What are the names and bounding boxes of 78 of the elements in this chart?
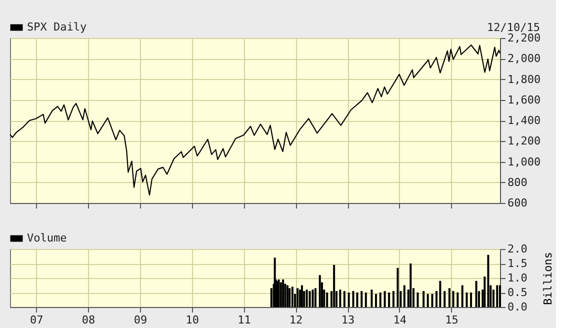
bar	[466, 292, 468, 307]
bar	[492, 290, 494, 307]
bar	[296, 288, 299, 307]
bar	[475, 280, 478, 307]
y-tick-label: 1,000	[508, 155, 541, 168]
bar	[410, 264, 412, 307]
bar	[379, 292, 382, 307]
bar	[339, 290, 342, 307]
y-tick-label: 2,000	[508, 52, 541, 66]
y-tick-label: 2,200	[508, 32, 541, 44]
bar	[452, 291, 454, 307]
bar	[360, 291, 363, 307]
bar	[288, 288, 291, 307]
bar	[280, 282, 282, 307]
y-axis-title: Billions	[541, 252, 554, 305]
y-tick-label: 0.5	[508, 286, 528, 299]
y-tick-label: 0.0	[508, 300, 528, 314]
bar	[439, 280, 442, 307]
bar	[496, 285, 498, 307]
y-tick-label: 1,400	[508, 114, 541, 127]
bar	[306, 290, 308, 307]
bar	[333, 264, 336, 307]
bar	[282, 279, 284, 307]
bar	[356, 292, 358, 307]
bar	[326, 292, 328, 307]
x-tick-label: 07	[30, 314, 44, 326]
y-tick-label: 1,600	[508, 93, 541, 106]
bar	[384, 291, 386, 307]
bar	[318, 275, 321, 307]
text: 12/10/15	[487, 21, 540, 34]
bar	[431, 294, 434, 307]
bar	[312, 290, 314, 307]
x-tick-label: 12	[289, 314, 303, 326]
line-series	[9, 44, 501, 196]
legend-label: SPX Daily	[27, 20, 87, 34]
bar	[286, 285, 288, 307]
bar	[352, 291, 354, 307]
bar	[370, 290, 373, 307]
bar	[416, 292, 419, 307]
bar	[343, 291, 346, 307]
bar	[314, 288, 316, 307]
bar	[456, 292, 459, 307]
bar	[364, 292, 367, 307]
legend-label: Volume	[27, 232, 67, 244]
bar	[461, 285, 464, 307]
bar	[422, 291, 425, 307]
x-tick-label: 10	[186, 314, 199, 326]
y-tick-label: 2.0	[508, 242, 528, 256]
bar	[396, 268, 399, 307]
bar	[392, 291, 394, 307]
bar	[374, 294, 377, 307]
bar	[448, 288, 450, 307]
bar	[278, 279, 280, 307]
bar	[487, 254, 490, 307]
bar	[470, 292, 472, 307]
bar	[308, 291, 311, 307]
x-tick-label: 11	[238, 314, 251, 326]
bar	[388, 292, 390, 307]
bar	[444, 291, 446, 307]
y-tick-label: 1.5	[508, 257, 528, 270]
bar	[499, 285, 501, 307]
y-tick-label: 1,200	[508, 134, 541, 148]
y-tick-label: 1.0	[508, 272, 528, 284]
x-tick-label: 15	[445, 314, 458, 326]
bar	[298, 290, 301, 307]
x-tick-label: 09	[134, 314, 148, 326]
bar	[426, 294, 429, 307]
bar	[300, 285, 303, 307]
y-tick-label: 600	[508, 196, 528, 210]
bar	[348, 292, 350, 307]
x-tick-label: 14	[393, 314, 407, 326]
x-tick-label: 08	[82, 314, 96, 326]
x-tick-label: 13	[341, 314, 355, 326]
y-tick-label: 1,800	[508, 72, 541, 86]
bar	[284, 284, 286, 307]
bar	[291, 286, 294, 307]
bar	[403, 285, 406, 307]
y-tick-label: 800	[508, 176, 528, 189]
